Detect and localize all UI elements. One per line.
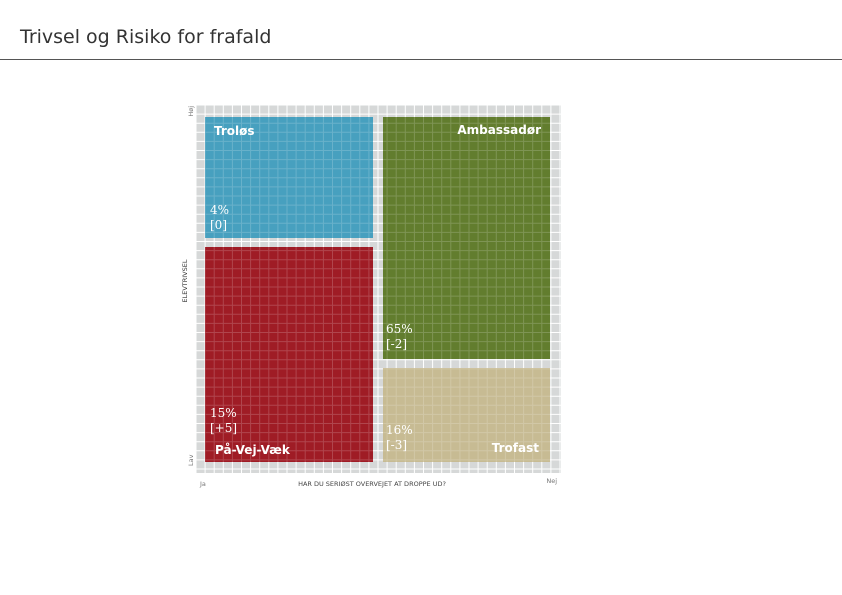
x-axis-title: HAR DU SERIØST OVERVEJET AT DROPPE UD? (298, 480, 446, 488)
x-axis-high-label: Nej (546, 477, 557, 485)
tile-ambassador (383, 117, 550, 359)
y-axis-title: ELEVTRIVSEL (181, 259, 189, 302)
data-label-ambassador-change: [-2] (386, 337, 407, 351)
data-label-trofast-change: [-3] (386, 438, 407, 452)
y-axis-high-label: Høj (187, 106, 195, 117)
data-label-paa-vej-vaek-change: [+5] (210, 421, 237, 435)
tile-troelos-name: Troløs (214, 124, 255, 138)
y-axis-low-label: Lav (187, 454, 195, 466)
tile-paa-vej-vaek (205, 247, 373, 462)
data-label-troelos-percent: 4% (210, 203, 229, 217)
data-label-paa-vej-vaek-percent: 15% (210, 406, 237, 420)
x-axis-low-label: Ja (199, 480, 206, 488)
data-label-ambassador-percent: 65% (386, 322, 413, 336)
tile-trofast (383, 368, 550, 462)
data-label-trofast-percent: 16% (386, 423, 413, 437)
tile-troelos (205, 117, 373, 238)
tile-ambassador-name: Ambassadør (457, 123, 541, 137)
tile-trofast-name: Trofast (492, 441, 539, 455)
data-label-troelos-change: [0] (210, 218, 227, 232)
tile-grid-overlay (204, 117, 550, 462)
tile-paa-vej-vaek-name: På-Vej-Væk (215, 443, 291, 457)
title-divider (0, 59, 842, 60)
page-title: Trivsel og Risiko for frafald (20, 26, 272, 48)
